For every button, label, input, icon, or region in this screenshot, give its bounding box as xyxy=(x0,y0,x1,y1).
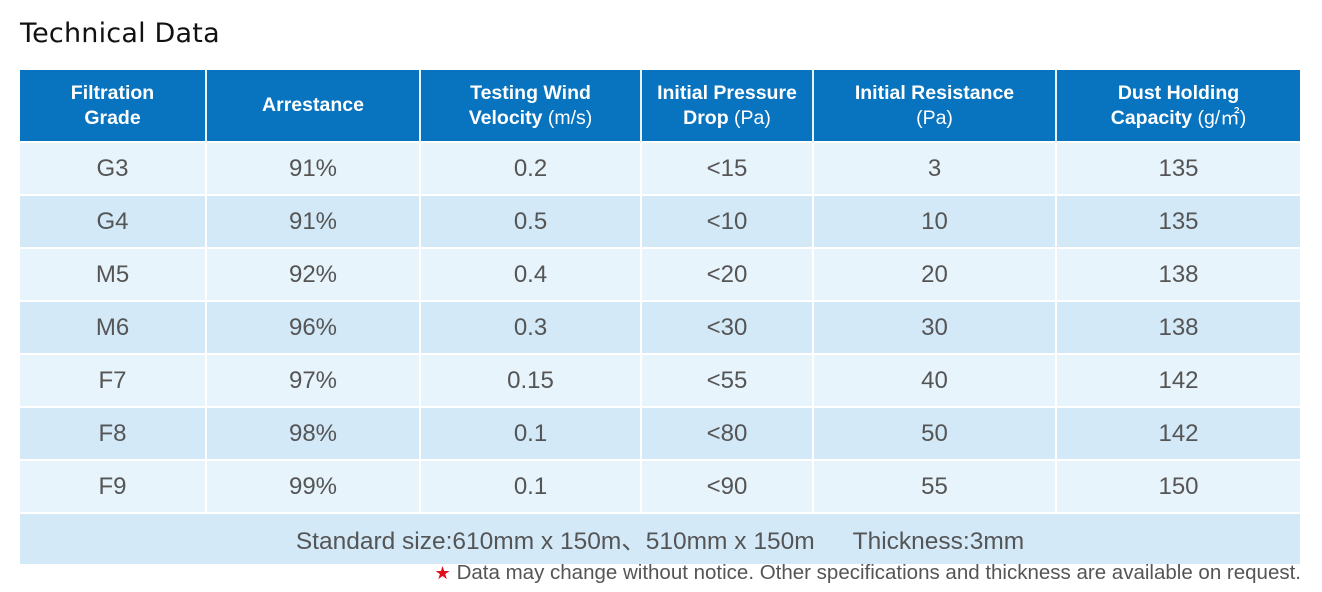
cell-arrestance: 91% xyxy=(206,141,421,195)
cell-grade: M6 xyxy=(20,300,207,354)
header-testing-wind-velocity: Testing Wind Velocity (m/s) xyxy=(420,70,642,142)
disclaimer-note: ★ Data may change without notice. Other s… xyxy=(434,561,1301,585)
cell-grade: F7 xyxy=(20,353,207,407)
header-unit: (g/㎡) xyxy=(1197,106,1247,129)
cell-dust-capacity: 135 xyxy=(1056,194,1300,248)
cell-pressure-drop: <15 xyxy=(641,141,814,195)
cell-dust-capacity: 150 xyxy=(1056,459,1300,513)
header-unit: (Pa) xyxy=(734,106,771,129)
cell-grade: M5 xyxy=(20,247,207,301)
cell-resistance: 20 xyxy=(813,247,1057,301)
table-header-row: Filtration Grade Arrestance Testing Wind… xyxy=(20,70,1300,142)
header-label: Initial Pressure Drop xyxy=(657,81,797,129)
cell-grade: G3 xyxy=(20,141,207,195)
table-row: F8 98% 0.1 <80 50 142 xyxy=(20,406,1300,460)
header-filtration-grade: Filtration Grade xyxy=(20,70,207,142)
cell-dust-capacity: 138 xyxy=(1056,300,1300,354)
table-row: F7 97% 0.15 <55 40 142 xyxy=(20,353,1300,407)
header-initial-pressure-drop: Initial Pressure Drop (Pa) xyxy=(641,70,814,142)
header-dust-holding-capacity: Dust Holding Capacity (g/㎡) xyxy=(1056,70,1300,142)
cell-dust-capacity: 142 xyxy=(1056,406,1300,460)
cell-arrestance: 99% xyxy=(206,459,421,513)
header-unit: (m/s) xyxy=(547,106,593,129)
thickness-text: Thickness:3mm xyxy=(852,527,1025,555)
cell-grade: F8 xyxy=(20,406,207,460)
table-row: M5 92% 0.4 <20 20 138 xyxy=(20,247,1300,301)
cell-arrestance: 97% xyxy=(206,353,421,407)
cell-pressure-drop: <10 xyxy=(641,194,814,248)
table-footer-row: Standard size:610mm x 150m、510mm x 150m T… xyxy=(20,512,1300,564)
star-icon: ★ xyxy=(434,563,451,583)
cell-velocity: 0.2 xyxy=(420,141,642,195)
header-unit: (Pa) xyxy=(916,106,953,129)
table-row: G3 91% 0.2 <15 3 135 xyxy=(20,141,1300,195)
cell-resistance: 10 xyxy=(813,194,1057,248)
header-label: Filtration Grade xyxy=(70,81,155,129)
technical-data-table-container: Filtration Grade Arrestance Testing Wind… xyxy=(20,70,1300,564)
section-title: Technical Data xyxy=(20,18,220,49)
header-arrestance: Arrestance xyxy=(206,70,421,142)
header-label: Initial Resistance xyxy=(854,81,1015,104)
cell-resistance: 40 xyxy=(813,353,1057,407)
cell-velocity: 0.1 xyxy=(420,406,642,460)
cell-dust-capacity: 138 xyxy=(1056,247,1300,301)
cell-pressure-drop: <20 xyxy=(641,247,814,301)
technical-data-table: Filtration Grade Arrestance Testing Wind… xyxy=(20,70,1300,564)
cell-pressure-drop: <90 xyxy=(641,459,814,513)
cell-grade: G4 xyxy=(20,194,207,248)
header-initial-resistance: Initial Resistance (Pa) xyxy=(813,70,1057,142)
cell-dust-capacity: 135 xyxy=(1056,141,1300,195)
cell-resistance: 50 xyxy=(813,406,1057,460)
cell-resistance: 30 xyxy=(813,300,1057,354)
cell-velocity: 0.5 xyxy=(420,194,642,248)
disclaimer-text: Data may change without notice. Other sp… xyxy=(456,561,1301,584)
cell-arrestance: 91% xyxy=(206,194,421,248)
cell-arrestance: 92% xyxy=(206,247,421,301)
cell-resistance: 3 xyxy=(813,141,1057,195)
cell-velocity: 0.15 xyxy=(420,353,642,407)
cell-velocity: 0.4 xyxy=(420,247,642,301)
cell-resistance: 55 xyxy=(813,459,1057,513)
cell-pressure-drop: <30 xyxy=(641,300,814,354)
table-row: G4 91% 0.5 <10 10 135 xyxy=(20,194,1300,248)
header-label: Dust Holding Capacity xyxy=(1110,81,1240,129)
cell-arrestance: 96% xyxy=(206,300,421,354)
cell-pressure-drop: <80 xyxy=(641,406,814,460)
standard-size-text: Standard size:610mm x 150m、510mm x 150m xyxy=(295,527,815,555)
header-label: Testing Wind Velocity xyxy=(468,81,591,129)
cell-pressure-drop: <55 xyxy=(641,353,814,407)
cell-dust-capacity: 142 xyxy=(1056,353,1300,407)
cell-velocity: 0.1 xyxy=(420,459,642,513)
footer-cell: Standard size:610mm x 150m、510mm x 150m T… xyxy=(20,512,1300,564)
cell-grade: F9 xyxy=(20,459,207,513)
cell-arrestance: 98% xyxy=(206,406,421,460)
table-row: F9 99% 0.1 <90 55 150 xyxy=(20,459,1300,513)
cell-velocity: 0.3 xyxy=(420,300,642,354)
header-label: Arrestance xyxy=(262,94,364,116)
table-row: M6 96% 0.3 <30 30 138 xyxy=(20,300,1300,354)
